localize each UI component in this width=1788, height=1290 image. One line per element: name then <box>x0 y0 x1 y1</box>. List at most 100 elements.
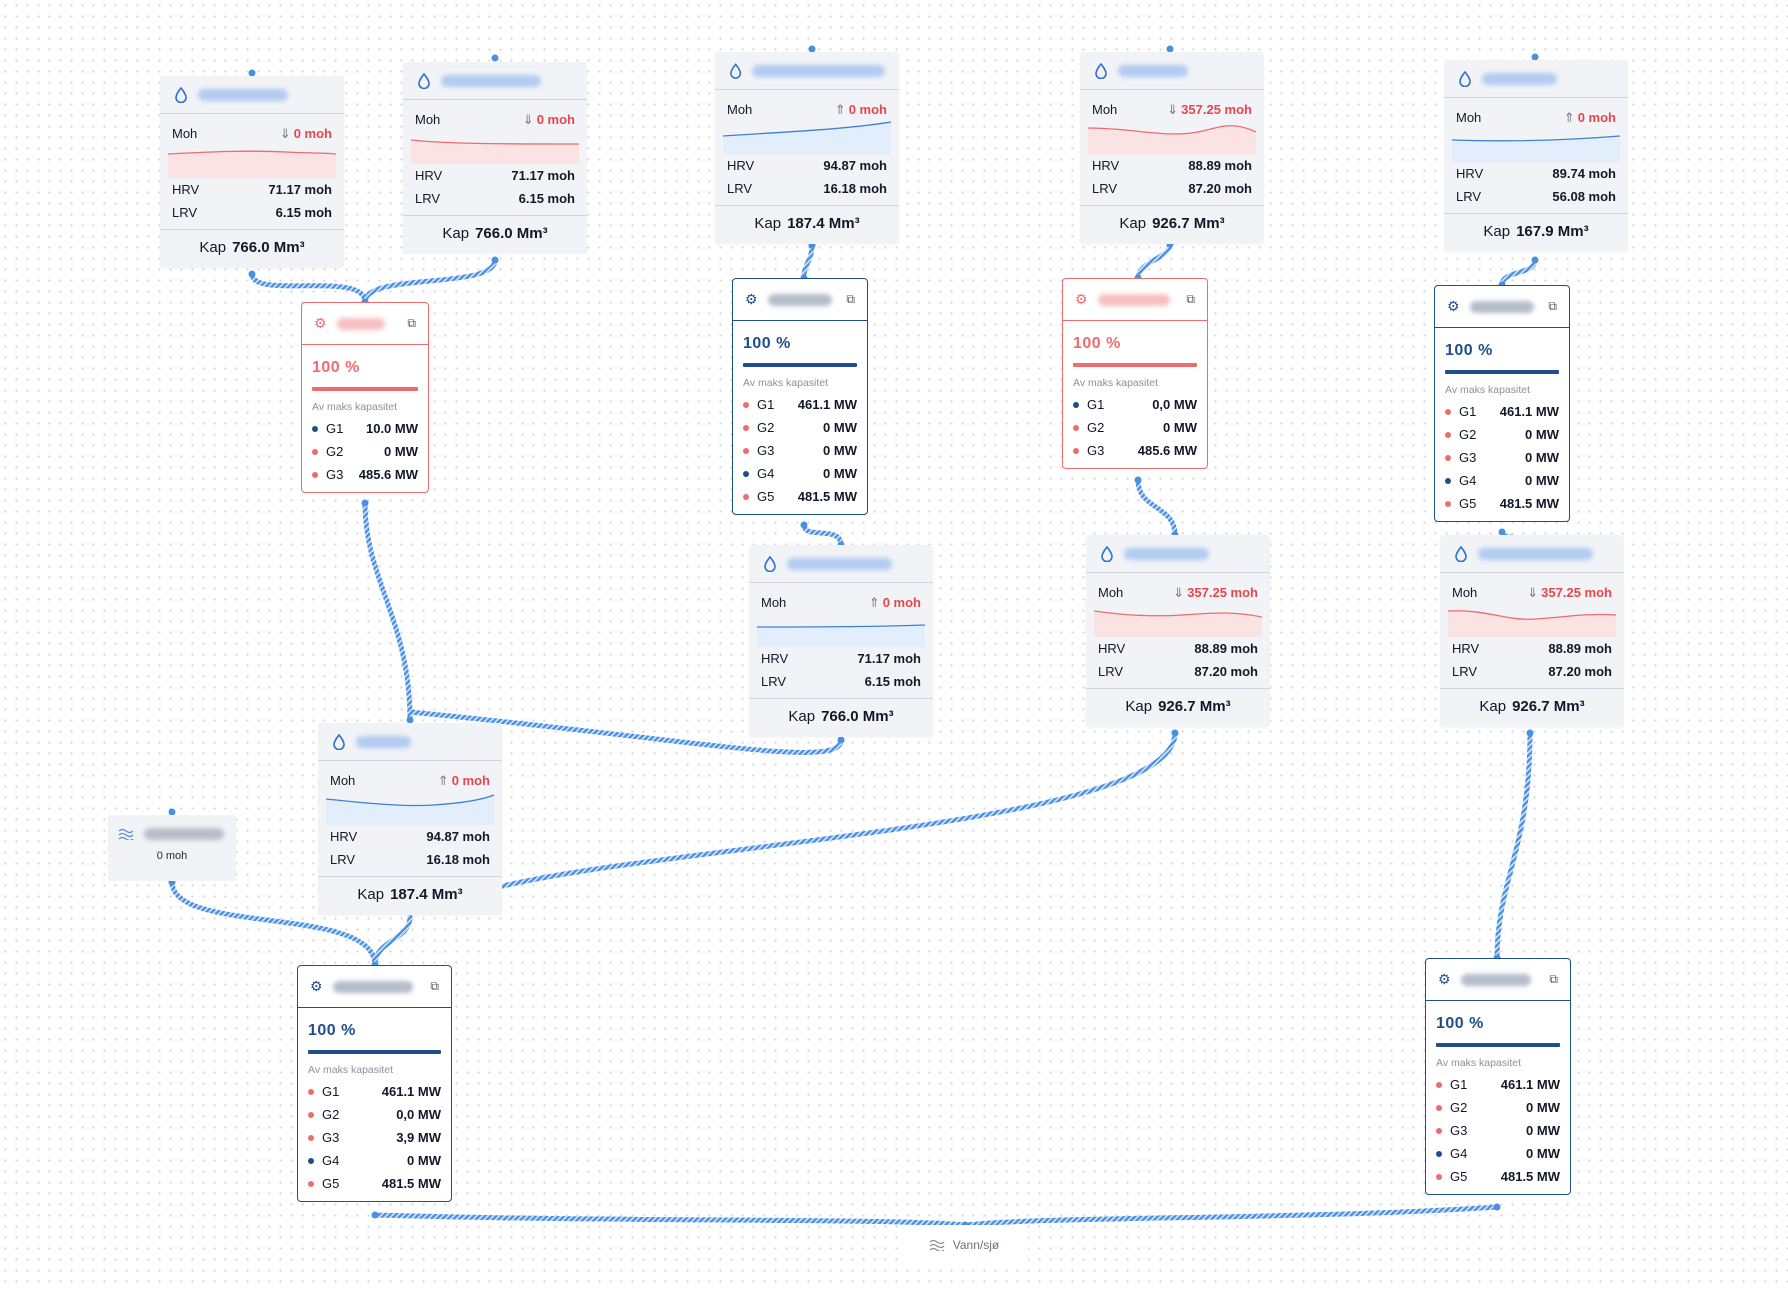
capacity-caption: Av maks kapasitet <box>1445 384 1531 396</box>
generator-output: 461.1 MW <box>381 1084 441 1099</box>
generator-row: G2 0,0 MW <box>298 1103 451 1126</box>
status-dot <box>1445 408 1451 415</box>
status-dot <box>743 493 749 500</box>
generator-row: G1 461.1 MW <box>1426 1073 1570 1096</box>
level-value: 0 moh <box>293 126 332 141</box>
generator-row: G3 0 MW <box>733 439 867 462</box>
generator-output: 481.5 MW <box>797 489 857 504</box>
plant-name-redacted <box>767 293 832 306</box>
level-value: 0 moh <box>536 112 575 127</box>
hrv-value: 71.17 moh <box>857 651 921 666</box>
lrv-label: LRV <box>1098 664 1124 679</box>
hrv-value: 88.89 moh <box>1548 641 1612 656</box>
generator-row: G4 0 MW <box>1435 469 1569 492</box>
status-dot <box>1445 477 1451 484</box>
power-plant-node[interactable]: ⚙ ⧉ 100 % Av maks kapasitet G1 461.1 MW G… <box>297 965 452 1202</box>
generator-output: 485.6 MW <box>1137 443 1197 458</box>
water-drop-icon <box>1455 545 1467 562</box>
generator-name: G3 <box>326 467 344 482</box>
external-link-icon[interactable]: ⧉ <box>846 292 855 306</box>
reservoir-node[interactable]: Moh ⇓ 0 moh HRV 71.17 moh LRV 6.15 moh Kap 76… <box>403 62 587 254</box>
generator-row: G5 481.5 MW <box>1435 492 1569 515</box>
arrow-down-icon: ⇓ <box>1527 585 1539 600</box>
lrv-value: 6.15 moh <box>864 674 921 689</box>
level-value: 0 moh <box>451 773 490 788</box>
generator-name: G1 <box>326 421 344 436</box>
moh-label: Moh <box>172 126 198 141</box>
power-plant-node[interactable]: ⚙ ⧉ 100 % Av maks kapasitet G1 10.0 MW G2… <box>301 302 429 493</box>
capacity-bar <box>1445 370 1559 374</box>
reservoir-node[interactable]: Moh ⇓ 0 moh HRV 71.17 moh LRV 6.15 moh Kap 76… <box>160 76 344 268</box>
plant-name-redacted <box>332 980 413 993</box>
generator-row: G1 461.1 MW <box>298 1080 451 1103</box>
level-trend: ⇑ 0 moh <box>1564 110 1616 126</box>
level-trend: ⇓ 357.25 moh <box>1527 585 1612 601</box>
lrv-label: LRV <box>415 191 441 206</box>
level-value: 357.25 moh <box>1541 585 1612 600</box>
level-value: 357.25 moh <box>1181 102 1252 117</box>
water-drop-icon <box>418 72 430 89</box>
reservoir-node[interactable]: Moh ⇑ 0 moh HRV 94.87 moh LRV 16.18 moh Kap 1… <box>715 52 899 244</box>
arrow-down-icon: ⇓ <box>279 126 291 141</box>
external-link-icon[interactable]: ⧉ <box>430 979 439 993</box>
external-link-icon[interactable]: ⧉ <box>1548 299 1557 313</box>
water-drop-icon <box>1459 70 1471 87</box>
hrv-label: HRV <box>761 651 789 666</box>
level-sparkline <box>1447 610 1617 637</box>
capacity-bar <box>743 363 857 367</box>
power-plant-node[interactable]: ⚙ ⧉ 100 % Av maks kapasitet G1 461.1 MW G… <box>1434 285 1570 522</box>
lrv-label: LRV <box>727 181 753 196</box>
reservoir-node[interactable]: Moh ⇓ 357.25 moh HRV 88.89 moh LRV 87.20 moh… <box>1440 535 1624 727</box>
arrow-up-icon: ⇑ <box>1563 110 1575 125</box>
power-plant-node[interactable]: ⚙ ⧉ 100 % Av maks kapasitet G1 0,0 MW G2 0… <box>1062 278 1208 469</box>
inflow-node[interactable]: 0 moh <box>108 815 236 881</box>
level-sparkline <box>167 150 337 178</box>
reservoir-node[interactable]: Moh ⇓ 357.25 moh HRV 88.89 moh LRV 87.20 moh… <box>1086 535 1270 727</box>
capacity-bar <box>1073 363 1197 367</box>
moh-label: Moh <box>330 773 356 788</box>
arrow-down-icon: ⇓ <box>1173 585 1185 600</box>
reservoir-node[interactable]: Moh ⇑ 0 moh HRV 89.74 moh LRV 56.08 moh Kap 1… <box>1444 60 1628 252</box>
water-drop-icon <box>730 62 742 79</box>
reservoir-node[interactable]: Moh ⇓ 357.25 moh HRV 88.89 moh LRV 87.20 moh… <box>1080 52 1264 244</box>
hrv-label: HRV <box>172 182 200 197</box>
generator-output: 0 MW <box>1525 473 1559 488</box>
reservoir-node[interactable]: Moh ⇑ 0 moh HRV 94.87 moh LRV 16.18 moh Kap 1… <box>318 723 502 915</box>
sea-label: Vann/sjø <box>952 1238 1000 1252</box>
generator-output: 0 MW <box>1525 427 1559 442</box>
hrv-label: HRV <box>415 168 443 183</box>
generator-row: G1 0,0 MW <box>1063 393 1207 416</box>
sea-outlet-node[interactable]: Vann/sjø <box>900 1225 1028 1265</box>
capacity-caption: Av maks kapasitet <box>312 401 398 413</box>
external-link-icon[interactable]: ⧉ <box>407 316 416 330</box>
status-dot <box>1436 1081 1442 1088</box>
level-sparkline <box>1087 125 1257 154</box>
level-sparkline <box>325 794 495 825</box>
lrv-value: 87.20 moh <box>1188 181 1252 196</box>
level-sparkline <box>756 624 926 647</box>
external-link-icon[interactable]: ⧉ <box>1186 292 1195 306</box>
power-plant-node[interactable]: ⚙ ⧉ 100 % Av maks kapasitet G1 461.1 MW G… <box>1425 958 1571 1195</box>
kap-label: Kap <box>754 215 782 232</box>
kap-value: 187.4 Mm³ <box>390 886 463 903</box>
generator-row: G4 0 MW <box>1426 1142 1570 1165</box>
status-dot <box>743 424 749 431</box>
reservoir-node[interactable]: Moh ⇑ 0 moh HRV 71.17 moh LRV 6.15 moh Kap 76… <box>749 545 933 737</box>
waves-icon <box>929 1239 945 1251</box>
moh-label: Moh <box>1092 102 1118 117</box>
level-trend: ⇓ 357.25 moh <box>1167 102 1252 118</box>
reservoir-name-redacted <box>1124 547 1209 560</box>
power-plant-node[interactable]: ⚙ ⧉ 100 % Av maks kapasitet G1 461.1 MW G… <box>732 278 868 515</box>
level-trend: ⇓ 0 moh <box>280 126 332 142</box>
generator-output: 0 MW <box>1526 1100 1560 1115</box>
status-dot <box>312 425 318 432</box>
moh-label: Moh <box>1456 110 1482 125</box>
generator-output: 461.1 MW <box>1499 404 1559 419</box>
lrv-value: 87.20 moh <box>1548 664 1612 679</box>
status-dot <box>1073 424 1079 431</box>
status-dot <box>308 1111 314 1118</box>
external-link-icon[interactable]: ⧉ <box>1549 972 1558 986</box>
water-drop-icon <box>333 733 345 750</box>
status-dot <box>308 1157 314 1164</box>
